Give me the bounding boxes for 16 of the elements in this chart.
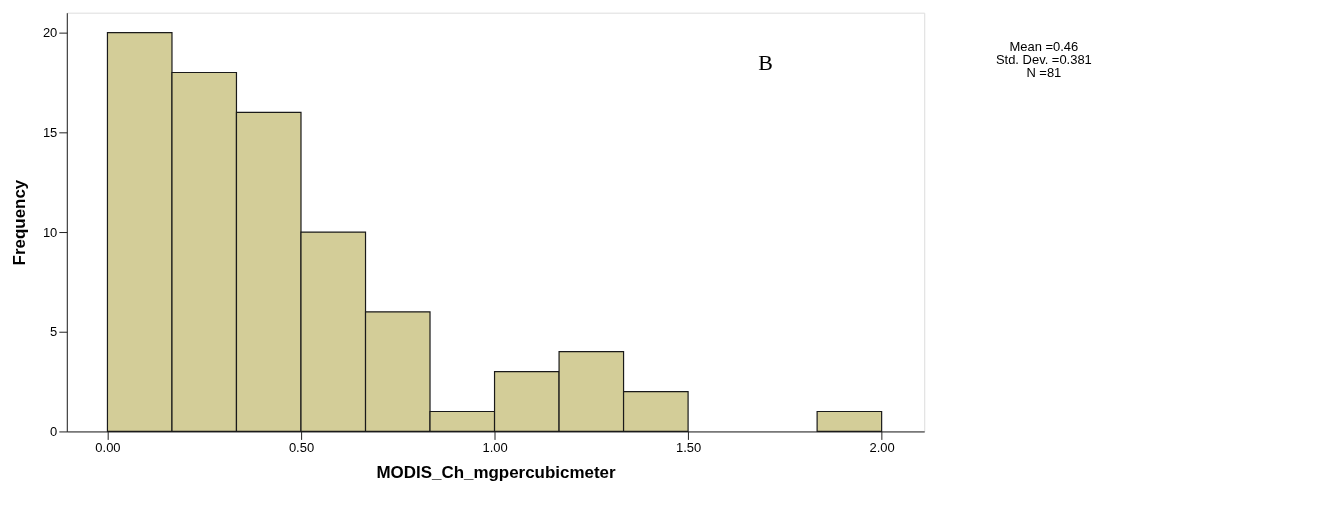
x-tick-label: 0.50 bbox=[288, 439, 315, 455]
x-tick-label: 1.50 bbox=[675, 439, 702, 455]
x-tick-label: 2.00 bbox=[869, 439, 895, 455]
y-axis-title: Frequency bbox=[9, 179, 29, 266]
y-tick-label: 5 bbox=[50, 324, 58, 340]
annotation: B bbox=[758, 49, 773, 75]
y-tick-label: 0 bbox=[50, 423, 58, 439]
text: Std. Dev. =0.381 bbox=[995, 51, 1092, 67]
x-tick-label: 0.00 bbox=[95, 439, 121, 455]
text: Mean =0.46 bbox=[1009, 38, 1079, 54]
y-tick-label: 10 bbox=[42, 224, 58, 240]
x-tick-label: 1.00 bbox=[482, 439, 508, 455]
text: N =81 bbox=[1026, 64, 1062, 80]
y-tick-label: 15 bbox=[42, 124, 58, 140]
y-tick-label: 20 bbox=[42, 25, 58, 41]
x-axis-title: MODIS_Ch_mgpercubicmeter bbox=[376, 462, 616, 482]
